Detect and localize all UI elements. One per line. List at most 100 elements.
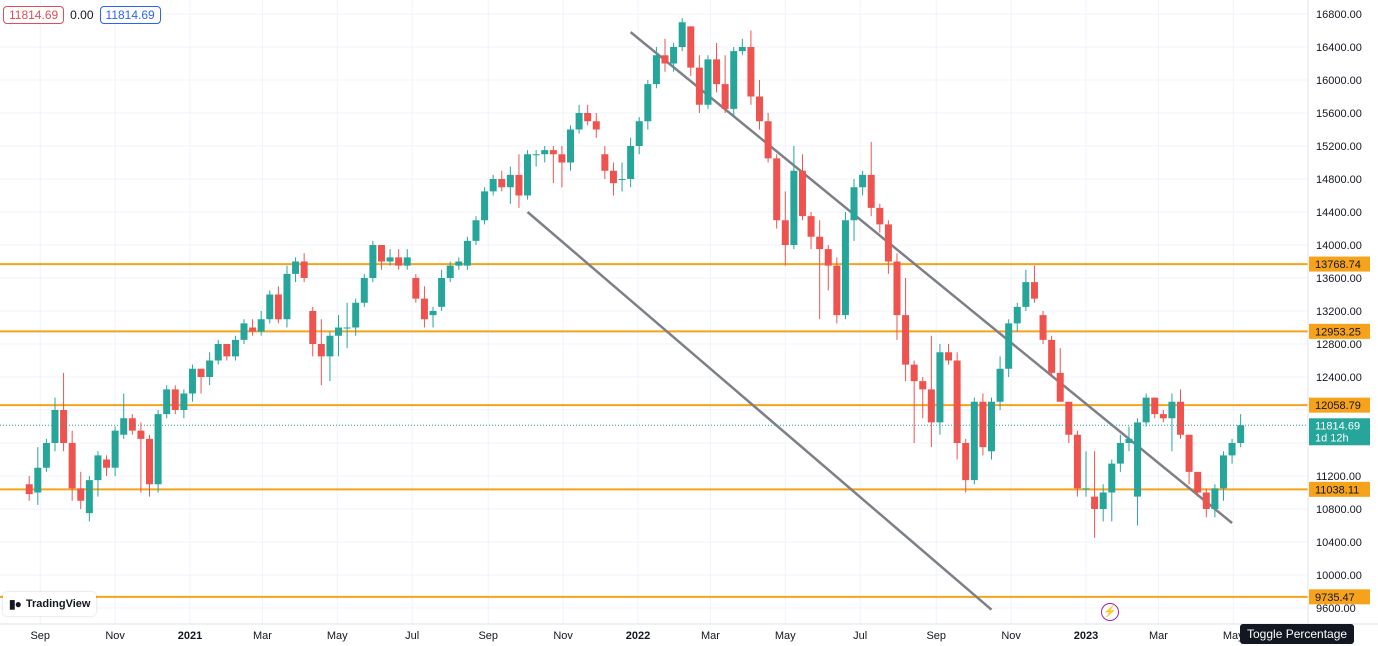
lightning-icon[interactable]: ⚡ xyxy=(1101,603,1119,621)
candle xyxy=(1134,418,1142,526)
candle xyxy=(94,451,102,497)
candle xyxy=(1168,393,1176,452)
candle-body xyxy=(1030,282,1038,299)
candle-body xyxy=(25,484,33,495)
candle xyxy=(867,141,875,217)
candle-body xyxy=(1202,492,1210,509)
candle-body xyxy=(575,113,583,130)
candle xyxy=(549,146,557,184)
price-axis-bg xyxy=(1308,0,1378,646)
candle xyxy=(1022,269,1030,311)
candles xyxy=(25,18,1245,538)
level-price-tag xyxy=(1309,323,1370,339)
candle-body xyxy=(1099,492,1107,509)
candle xyxy=(395,249,403,270)
candle xyxy=(60,372,68,452)
candle-body xyxy=(506,174,514,188)
candle xyxy=(266,290,274,324)
candle-body xyxy=(824,249,832,266)
time-tick-label: Sep xyxy=(926,630,946,642)
candle xyxy=(1211,484,1219,518)
candle xyxy=(283,265,291,328)
time-tick-label: 2023 xyxy=(1074,630,1098,642)
level-price-label: 12953.25 xyxy=(1315,326,1361,338)
candle xyxy=(489,174,497,196)
tradingview-logo[interactable]: ▮● TradingView xyxy=(3,592,97,616)
candle-body xyxy=(1013,306,1021,324)
price-tick-label: 12400.00 xyxy=(1316,372,1362,384)
candle xyxy=(1108,459,1116,522)
time-tick-label: Jul xyxy=(405,630,419,642)
candle-body xyxy=(498,179,506,188)
candle-body xyxy=(893,261,901,316)
candle xyxy=(377,245,385,270)
candle xyxy=(747,30,755,105)
candle xyxy=(936,344,944,435)
candle xyxy=(360,273,368,307)
candle xyxy=(824,245,832,291)
candle xyxy=(902,278,910,382)
candle xyxy=(446,261,454,283)
candle-body xyxy=(266,294,274,320)
candle xyxy=(1116,434,1124,472)
candle-body xyxy=(987,401,995,452)
time-tick-label: Jul xyxy=(853,630,867,642)
candle-body xyxy=(979,401,987,448)
candle-body xyxy=(403,257,411,266)
candle xyxy=(695,55,703,113)
candle xyxy=(188,364,196,402)
candle-body xyxy=(188,368,196,394)
candle xyxy=(1142,393,1150,427)
candle-body xyxy=(257,319,265,332)
candle xyxy=(51,397,59,452)
candle xyxy=(481,187,489,225)
candle xyxy=(120,393,128,439)
toggle-percentage-tooltip: Toggle Percentage xyxy=(1240,624,1355,644)
candle-body xyxy=(77,488,85,501)
candle-body xyxy=(592,121,600,130)
countdown-label: 1d 12h xyxy=(1315,432,1349,444)
price-tick-label: 10000.00 xyxy=(1316,570,1362,582)
price-tick-label: 14000.00 xyxy=(1316,240,1362,252)
candle-body xyxy=(283,273,291,320)
candle xyxy=(798,154,806,221)
price-axis[interactable]: 16800.00 16400.00 16000.00 15600.00 15200.00… xyxy=(1307,0,1378,646)
candle xyxy=(841,212,849,320)
candle-body xyxy=(1022,282,1030,307)
level-price-label: 11038.11 xyxy=(1315,484,1359,496)
candle-body xyxy=(661,55,669,64)
candle-body xyxy=(1228,443,1236,456)
time-axis[interactable]: Sep Nov 2021 Mar May Jul Sep Nov 2022 Mar May Jul Se… xyxy=(0,623,1378,642)
candle xyxy=(1125,426,1133,452)
candle xyxy=(369,240,377,283)
candle xyxy=(455,257,463,270)
candle xyxy=(807,212,815,250)
candle-body xyxy=(231,339,239,357)
candle-body xyxy=(42,443,50,468)
candle xyxy=(300,253,308,283)
candle-body xyxy=(902,315,910,365)
candle xyxy=(335,315,343,357)
price-tick-label: 15200.00 xyxy=(1316,141,1362,153)
candle-body xyxy=(996,368,1004,402)
candle xyxy=(910,360,918,443)
candle-body xyxy=(1177,401,1185,435)
candle-body xyxy=(1108,463,1116,493)
time-tick-label: Mar xyxy=(701,630,720,642)
candle xyxy=(704,55,712,109)
candle xyxy=(670,42,678,72)
candle-body xyxy=(335,327,343,336)
candle-body xyxy=(652,55,660,85)
candle-body xyxy=(970,401,978,481)
candle-body xyxy=(489,179,497,192)
tradingview-logo-icon: ▮● xyxy=(9,597,22,611)
candle xyxy=(223,344,231,361)
candle xyxy=(893,253,901,340)
price-tick-label: 10400.00 xyxy=(1316,537,1362,549)
candle xyxy=(678,18,686,52)
change-value: 0.00 xyxy=(70,8,94,22)
candle-body xyxy=(1211,488,1219,509)
candle-body xyxy=(945,352,953,361)
price-tick-label: 14800.00 xyxy=(1316,174,1362,186)
